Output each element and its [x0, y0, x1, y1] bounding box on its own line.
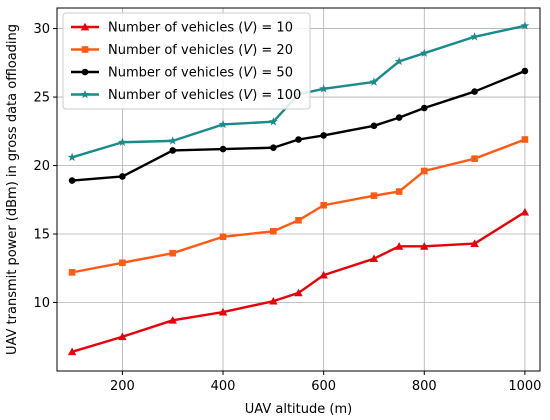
- data-point: [119, 259, 126, 267]
- legend-marker: [81, 68, 89, 76]
- legend-marker: [80, 22, 90, 31]
- series-2: [68, 136, 529, 276]
- legend-label: Number of vehicles (V) = 10: [108, 21, 293, 36]
- data-point: [395, 114, 403, 121]
- data-point: [420, 242, 429, 250]
- series-1: [67, 207, 530, 356]
- x-tick-label: 400: [211, 379, 236, 394]
- data-point: [219, 145, 227, 153]
- legend-item: Number of vehicles (V) = 50: [71, 66, 293, 81]
- data-point: [520, 21, 530, 30]
- data-point: [521, 136, 529, 143]
- data-point: [420, 167, 428, 175]
- legend-label-prefix: Number of vehicles (: [108, 88, 243, 103]
- data-point: [67, 347, 77, 356]
- legend-label: Number of vehicles (V) = 100: [108, 88, 301, 103]
- data-point: [470, 32, 479, 41]
- data-point: [520, 207, 530, 216]
- data-point: [67, 152, 77, 162]
- data-point: [471, 155, 478, 162]
- data-point: [395, 188, 403, 195]
- legend-label-suffix: ) = 20: [252, 43, 293, 58]
- legend-label-suffix: ) = 50: [252, 66, 293, 81]
- legend-item: Number of vehicles (V) = 10: [71, 21, 293, 36]
- series-line: [71, 211, 526, 353]
- data-point: [218, 119, 228, 129]
- data-point: [369, 254, 379, 263]
- x-tick-label: 200: [110, 379, 135, 394]
- legend-label-variable: V: [243, 43, 253, 58]
- legend-label-prefix: Number of vehicles (: [108, 66, 243, 81]
- data-point: [118, 332, 127, 341]
- y-tick-label: 20: [33, 159, 50, 174]
- legend-label-variable: V: [243, 21, 253, 36]
- series-line: [71, 24, 526, 159]
- data-point: [118, 137, 127, 146]
- legend-box: [62, 12, 311, 110]
- plot-frame: [56, 7, 541, 372]
- data-point: [169, 147, 177, 154]
- data-point: [268, 117, 278, 126]
- legend-marker: [81, 46, 89, 53]
- legend-item: Number of vehicles (V) = 20: [71, 43, 293, 58]
- data-point: [218, 307, 228, 316]
- data-point: [219, 233, 227, 241]
- y-tick-label: 15: [33, 228, 50, 243]
- x-tick-label: 800: [412, 379, 437, 394]
- x-tick-label: 600: [311, 379, 336, 394]
- data-point: [420, 104, 428, 112]
- legend-label-variable: V: [243, 88, 253, 103]
- data-point: [169, 249, 177, 257]
- x-axis-label: UAV altitude (m): [245, 402, 352, 417]
- legend-label-prefix: Number of vehicles (: [108, 21, 243, 36]
- data-point: [270, 227, 277, 235]
- data-point: [319, 270, 328, 279]
- ticks: 200 400 600 800 1000 10 15 20 25 30: [33, 22, 541, 394]
- series-3: [68, 67, 529, 184]
- data-point: [68, 269, 76, 276]
- series-line: [71, 138, 526, 274]
- data-point: [320, 132, 327, 139]
- data-point: [419, 48, 429, 57]
- data-point: [168, 316, 177, 324]
- data-point: [295, 136, 302, 143]
- legend-label-suffix: ) = 10: [252, 21, 293, 36]
- data-point: [370, 122, 378, 130]
- data-point: [119, 173, 126, 180]
- legend-item: Number of vehicles (V) = 100: [71, 88, 301, 103]
- data-point: [394, 242, 404, 250]
- data-point: [320, 201, 327, 209]
- y-tick-label: 30: [33, 22, 50, 37]
- legend-label-prefix: Number of vehicles (: [108, 43, 243, 58]
- legend-label: Number of vehicles (V) = 20: [108, 43, 293, 58]
- legend-label: Number of vehicles (V) = 50: [108, 66, 293, 81]
- data-point: [269, 296, 278, 305]
- series-layer: [67, 21, 530, 356]
- y-axis-label: UAV transmit power (dBm) in gross data o…: [5, 24, 20, 355]
- y-tick-label: 10: [33, 296, 50, 311]
- data-point: [68, 177, 76, 184]
- data-point: [369, 77, 379, 86]
- series-line: [71, 69, 526, 182]
- data-point: [370, 192, 378, 199]
- data-point: [295, 217, 302, 224]
- data-point: [394, 56, 404, 66]
- legend-label-suffix: ) = 100: [252, 88, 301, 103]
- data-point: [319, 84, 329, 93]
- data-point: [471, 88, 478, 95]
- data-point: [470, 239, 479, 247]
- data-point: [168, 136, 178, 145]
- data-point: [521, 67, 529, 75]
- x-tick-label: 1000: [508, 379, 541, 394]
- legend-marker: [80, 89, 90, 99]
- legend-label-variable: V: [243, 66, 253, 81]
- y-tick-label: 25: [33, 91, 50, 106]
- data-point: [270, 144, 277, 152]
- data-point: [294, 288, 303, 297]
